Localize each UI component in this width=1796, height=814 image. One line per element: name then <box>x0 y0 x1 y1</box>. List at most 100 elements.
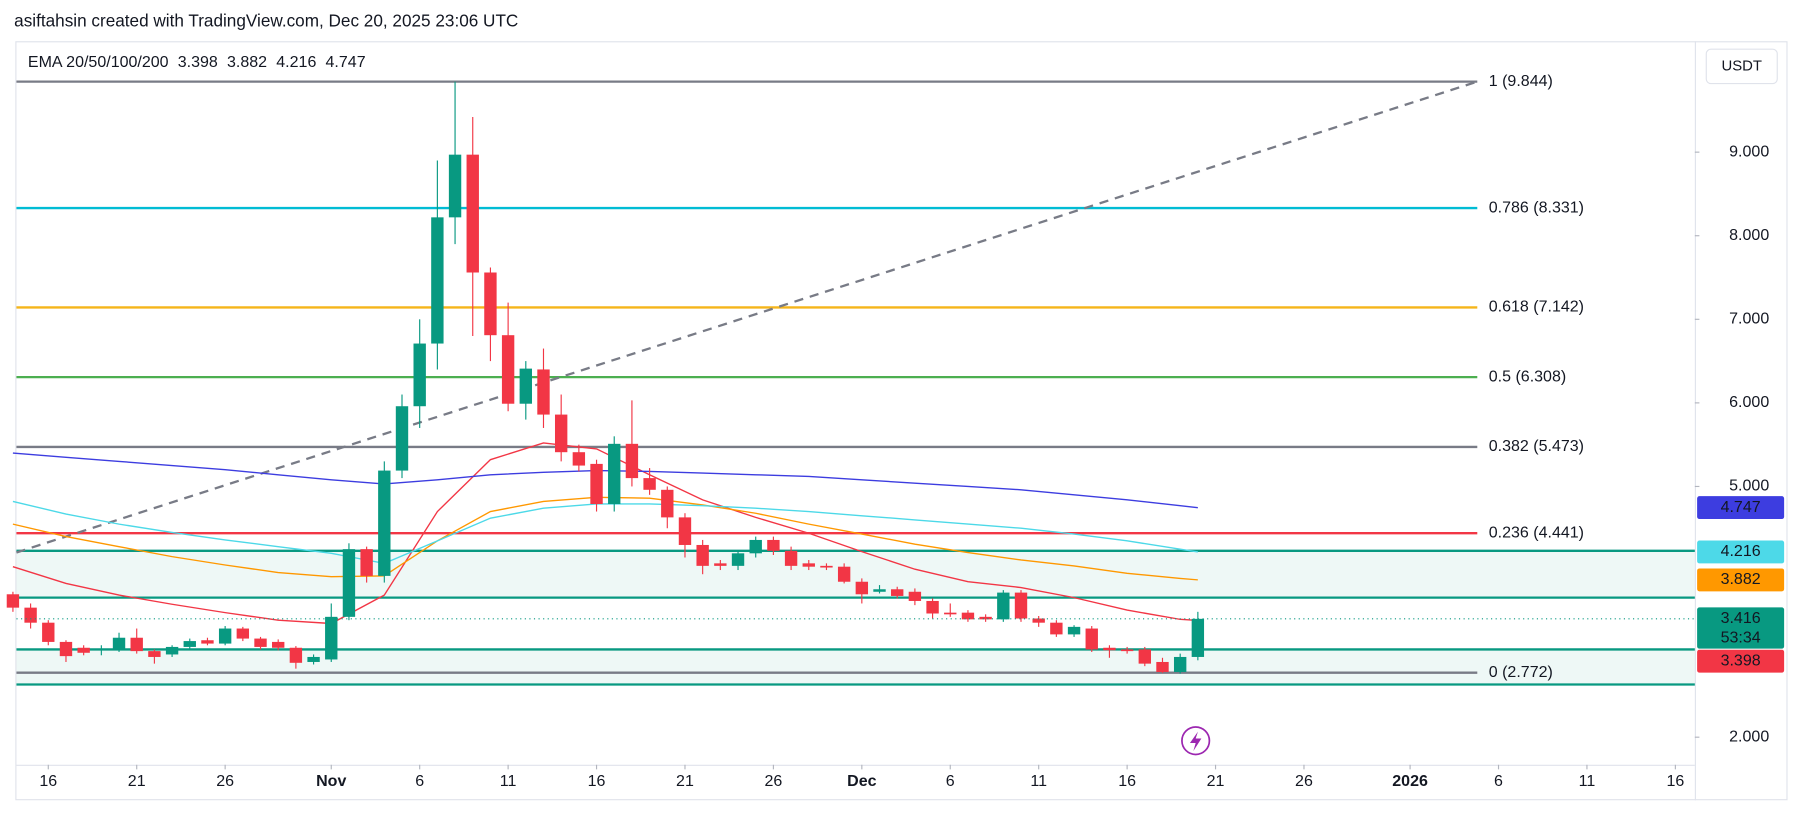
y-tick-label: 7.000 <box>1729 310 1769 328</box>
y-tick-label: 9.000 <box>1729 142 1769 160</box>
candle-body <box>201 640 214 644</box>
candle-body <box>519 368 532 404</box>
x-tick-label: 26 <box>216 772 234 790</box>
header: asiftahsin created with TradingView.com,… <box>14 10 518 30</box>
legend-value: 4.216 <box>276 53 316 71</box>
x-tick-label: 11 <box>1579 772 1596 790</box>
candle-body <box>218 628 232 644</box>
fib-label: 1 (9.844) <box>1489 72 1553 90</box>
legend-title: EMA 20/50/100/200 <box>28 53 169 71</box>
legend-value: 4.747 <box>326 53 366 71</box>
candle-body <box>448 154 462 218</box>
price-badge-label: 3.882 <box>1721 570 1761 588</box>
x-tick-label: 16 <box>588 772 606 790</box>
candle-body <box>59 641 73 657</box>
candle-body <box>325 616 338 660</box>
y-tick-label: 2.000 <box>1729 727 1769 745</box>
candle-body <box>696 544 709 566</box>
candle-body <box>643 478 656 490</box>
price-badge <box>1697 607 1785 649</box>
x-tick-label: 2026 <box>1392 772 1428 790</box>
candle-body <box>784 550 798 566</box>
candle-body <box>1032 618 1045 623</box>
currency-button[interactable] <box>1705 48 1778 85</box>
candle-body <box>979 616 992 620</box>
candle-body <box>802 563 815 567</box>
x-tick-label: Nov <box>316 772 346 790</box>
ema-line <box>12 442 1198 625</box>
candle-body <box>908 591 922 601</box>
x-tick-label: 11 <box>500 772 517 790</box>
candle-body <box>1050 622 1063 635</box>
fib-label: 0 (2.772) <box>1489 663 1553 681</box>
alert-icon[interactable] <box>1181 726 1211 756</box>
candle-body <box>501 335 515 404</box>
candle-body <box>395 406 409 471</box>
price-badge <box>1697 649 1785 673</box>
x-tick-label: 21 <box>676 772 694 790</box>
candle-body <box>926 600 939 614</box>
candle-body <box>112 637 126 650</box>
candle-body <box>1014 592 1028 619</box>
x-tick-label: 6 <box>1494 772 1503 790</box>
y-tick-label: 8.000 <box>1729 226 1769 244</box>
x-tick-label: 11 <box>1030 772 1047 790</box>
candle-body <box>413 343 426 407</box>
x-tick-label: 21 <box>128 772 146 790</box>
zone-fill <box>16 649 1695 685</box>
fib-label: 0.5 (6.308) <box>1489 367 1566 385</box>
price-badge <box>1697 496 1785 520</box>
candle-body <box>1138 649 1151 664</box>
alert-bolt[interactable] <box>1189 731 1202 752</box>
candle-body <box>1120 649 1134 652</box>
x-tick-label: 16 <box>39 772 57 790</box>
candle-body <box>1191 618 1205 657</box>
candle-body <box>625 443 639 479</box>
candle-body <box>360 549 373 576</box>
candle-body <box>837 566 851 582</box>
x-tick-label: 16 <box>1118 772 1136 790</box>
ema-line <box>12 496 1198 581</box>
price-badge-label: 4.747 <box>1721 498 1761 516</box>
candle-body <box>820 565 833 568</box>
candle-body <box>961 612 975 620</box>
candle-body <box>749 539 762 554</box>
currency[interactable]: USDT <box>1722 58 1763 74</box>
fib-label: 0.618 (7.142) <box>1489 298 1584 316</box>
candle-body <box>767 539 780 551</box>
candle-body <box>1156 661 1169 673</box>
candle-body <box>183 641 196 647</box>
candle-body <box>24 607 37 623</box>
candle-body <box>484 272 497 336</box>
candle-body <box>855 581 869 595</box>
y-tick-label: 5.000 <box>1729 477 1769 495</box>
candle-body <box>77 647 90 653</box>
legend-value: 3.398 <box>178 53 218 71</box>
y-tick-label: 6.000 <box>1729 393 1769 411</box>
x-tick-label: 26 <box>764 772 782 790</box>
candle-body <box>572 452 586 466</box>
legend: EMA 20/50/100/200 3.398 3.882 4.216 4.747 <box>28 53 366 71</box>
candle-body <box>272 641 285 648</box>
pane-border <box>15 41 1788 801</box>
price-badge-label: 4.216 <box>1721 542 1761 560</box>
candle-body <box>431 217 444 344</box>
price-badge-label: 3.398 <box>1721 651 1761 669</box>
fib-label: 0.786 (8.331) <box>1489 198 1584 216</box>
candle-body <box>731 553 745 566</box>
price-badge <box>1697 568 1785 592</box>
candle-body <box>661 489 674 518</box>
legend-value: 3.882 <box>227 53 267 71</box>
candle-body <box>165 646 179 655</box>
candle-body <box>148 651 161 657</box>
x-tick-label: 6 <box>946 772 955 790</box>
x-tick-label: 16 <box>1666 772 1684 790</box>
candle-body <box>289 647 303 663</box>
candle-body <box>6 594 20 608</box>
candle-body <box>95 648 108 650</box>
candle-body <box>537 369 550 415</box>
candle-body <box>873 589 886 592</box>
candle-body <box>307 656 320 662</box>
